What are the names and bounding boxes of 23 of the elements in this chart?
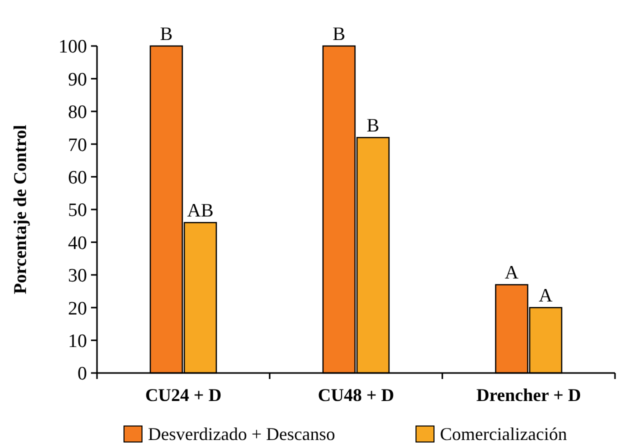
x-tick-label: CU48 + D — [318, 385, 394, 405]
annotation: B — [366, 116, 380, 137]
y-tick-label: 80 — [68, 102, 87, 124]
annotation: B — [332, 24, 346, 45]
legend-label: Desverdizado + Descanso — [148, 424, 336, 444]
annotation: A — [504, 262, 519, 284]
y-tick-label: 50 — [68, 200, 87, 222]
y-tick-label: 10 — [68, 330, 87, 352]
y-tick-label: 20 — [68, 298, 87, 320]
x-tick-label: Drencher + D — [476, 385, 581, 405]
legend-label: Comercialización — [440, 424, 567, 444]
y-tick-label: 40 — [68, 232, 87, 254]
y-tick-label: 100 — [58, 36, 87, 58]
annotation: B — [160, 24, 173, 45]
annotation: A — [538, 286, 553, 307]
y-tick-label: 30 — [68, 266, 87, 287]
y-tick-label: 60 — [68, 167, 87, 188]
y-tick-label: 90 — [68, 69, 87, 90]
annotation: AB — [187, 200, 214, 222]
y-tick-label: 0 — [78, 364, 87, 385]
x-tick-label: CU24 + D — [145, 385, 222, 405]
y-axis-title: Porcentaje de Control — [10, 124, 30, 294]
y-tick-label: 70 — [68, 134, 87, 156]
